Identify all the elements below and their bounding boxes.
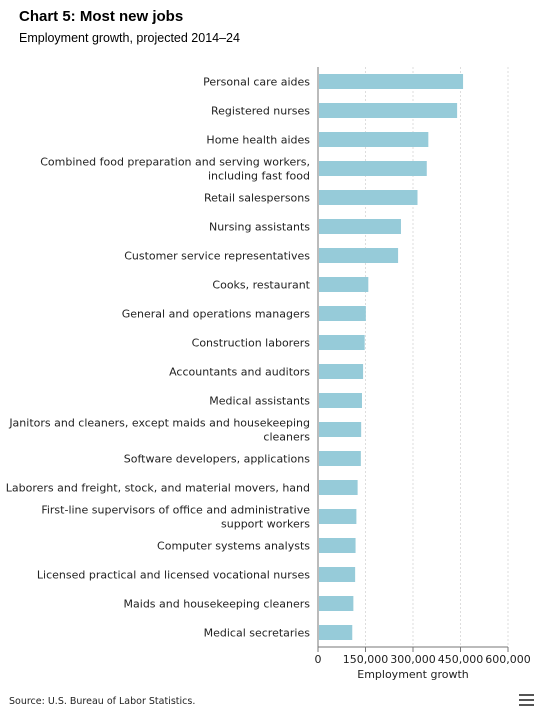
category-label: Computer systems analysts — [157, 540, 310, 553]
category-label: Maids and housekeeping cleaners — [124, 598, 311, 611]
source-note: Source: U.S. Bureau of Labor Statistics. — [9, 696, 196, 707]
category-label: General and operations managers — [122, 308, 311, 321]
bar — [319, 248, 399, 263]
category-label: Retail salespersons — [204, 192, 310, 205]
x-tick-label: 0 — [315, 653, 322, 666]
category-label: Nursing assistants — [209, 221, 310, 234]
bar — [319, 335, 365, 350]
category-label: Customer service representatives — [124, 250, 310, 263]
bar — [319, 596, 354, 611]
category-label: Software developers, applications — [124, 453, 310, 466]
x-tick-label: 150,000 — [343, 653, 389, 666]
bar — [319, 422, 362, 437]
bar — [319, 538, 356, 553]
category-label: Accountants and auditors — [169, 366, 310, 379]
category-label: Licensed practical and licensed vocation… — [37, 569, 310, 582]
hamburger-menu-icon[interactable] — [519, 694, 534, 706]
category-label: Personal care aides — [203, 76, 310, 89]
bar — [319, 161, 427, 176]
x-tick-label: 300,000 — [390, 653, 436, 666]
x-tick-label: 600,000 — [485, 653, 531, 666]
x-axis-title: Employment growth — [357, 668, 469, 681]
bar — [319, 625, 353, 640]
category-label: cleaners — [263, 431, 310, 444]
x-tick-label: 450,000 — [438, 653, 484, 666]
bar — [319, 74, 464, 89]
category-label: Home health aides — [206, 134, 310, 147]
bar — [319, 190, 418, 205]
bar — [319, 364, 364, 379]
bar — [319, 509, 357, 524]
category-label: Cooks, restaurant — [212, 279, 310, 292]
category-label: Medical secretaries — [204, 627, 311, 640]
bar — [319, 480, 358, 495]
category-label: support workers — [221, 518, 310, 531]
bar — [319, 306, 366, 321]
bar — [319, 393, 362, 408]
chart-subtitle: Employment growth, projected 2014–24 — [19, 31, 240, 45]
bar — [319, 103, 458, 118]
bar — [319, 567, 356, 582]
category-label: First-line supervisors of office and adm… — [41, 504, 310, 517]
chart-title: Chart 5: Most new jobs — [19, 8, 184, 25]
bar — [319, 277, 369, 292]
bar — [319, 451, 361, 466]
bar — [319, 132, 429, 147]
category-label: Medical assistants — [209, 395, 310, 408]
category-label: Laborers and freight, stock, and materia… — [6, 482, 310, 495]
category-label: Combined food preparation and serving wo… — [40, 156, 310, 169]
category-label: including fast food — [208, 170, 310, 183]
category-label: Janitors and cleaners, except maids and … — [8, 417, 310, 430]
bar — [319, 219, 401, 234]
category-label: Construction laborers — [192, 337, 311, 350]
bar-chart: Personal care aides Registered nurses Home… — [6, 67, 531, 681]
category-label: Registered nurses — [211, 105, 310, 118]
